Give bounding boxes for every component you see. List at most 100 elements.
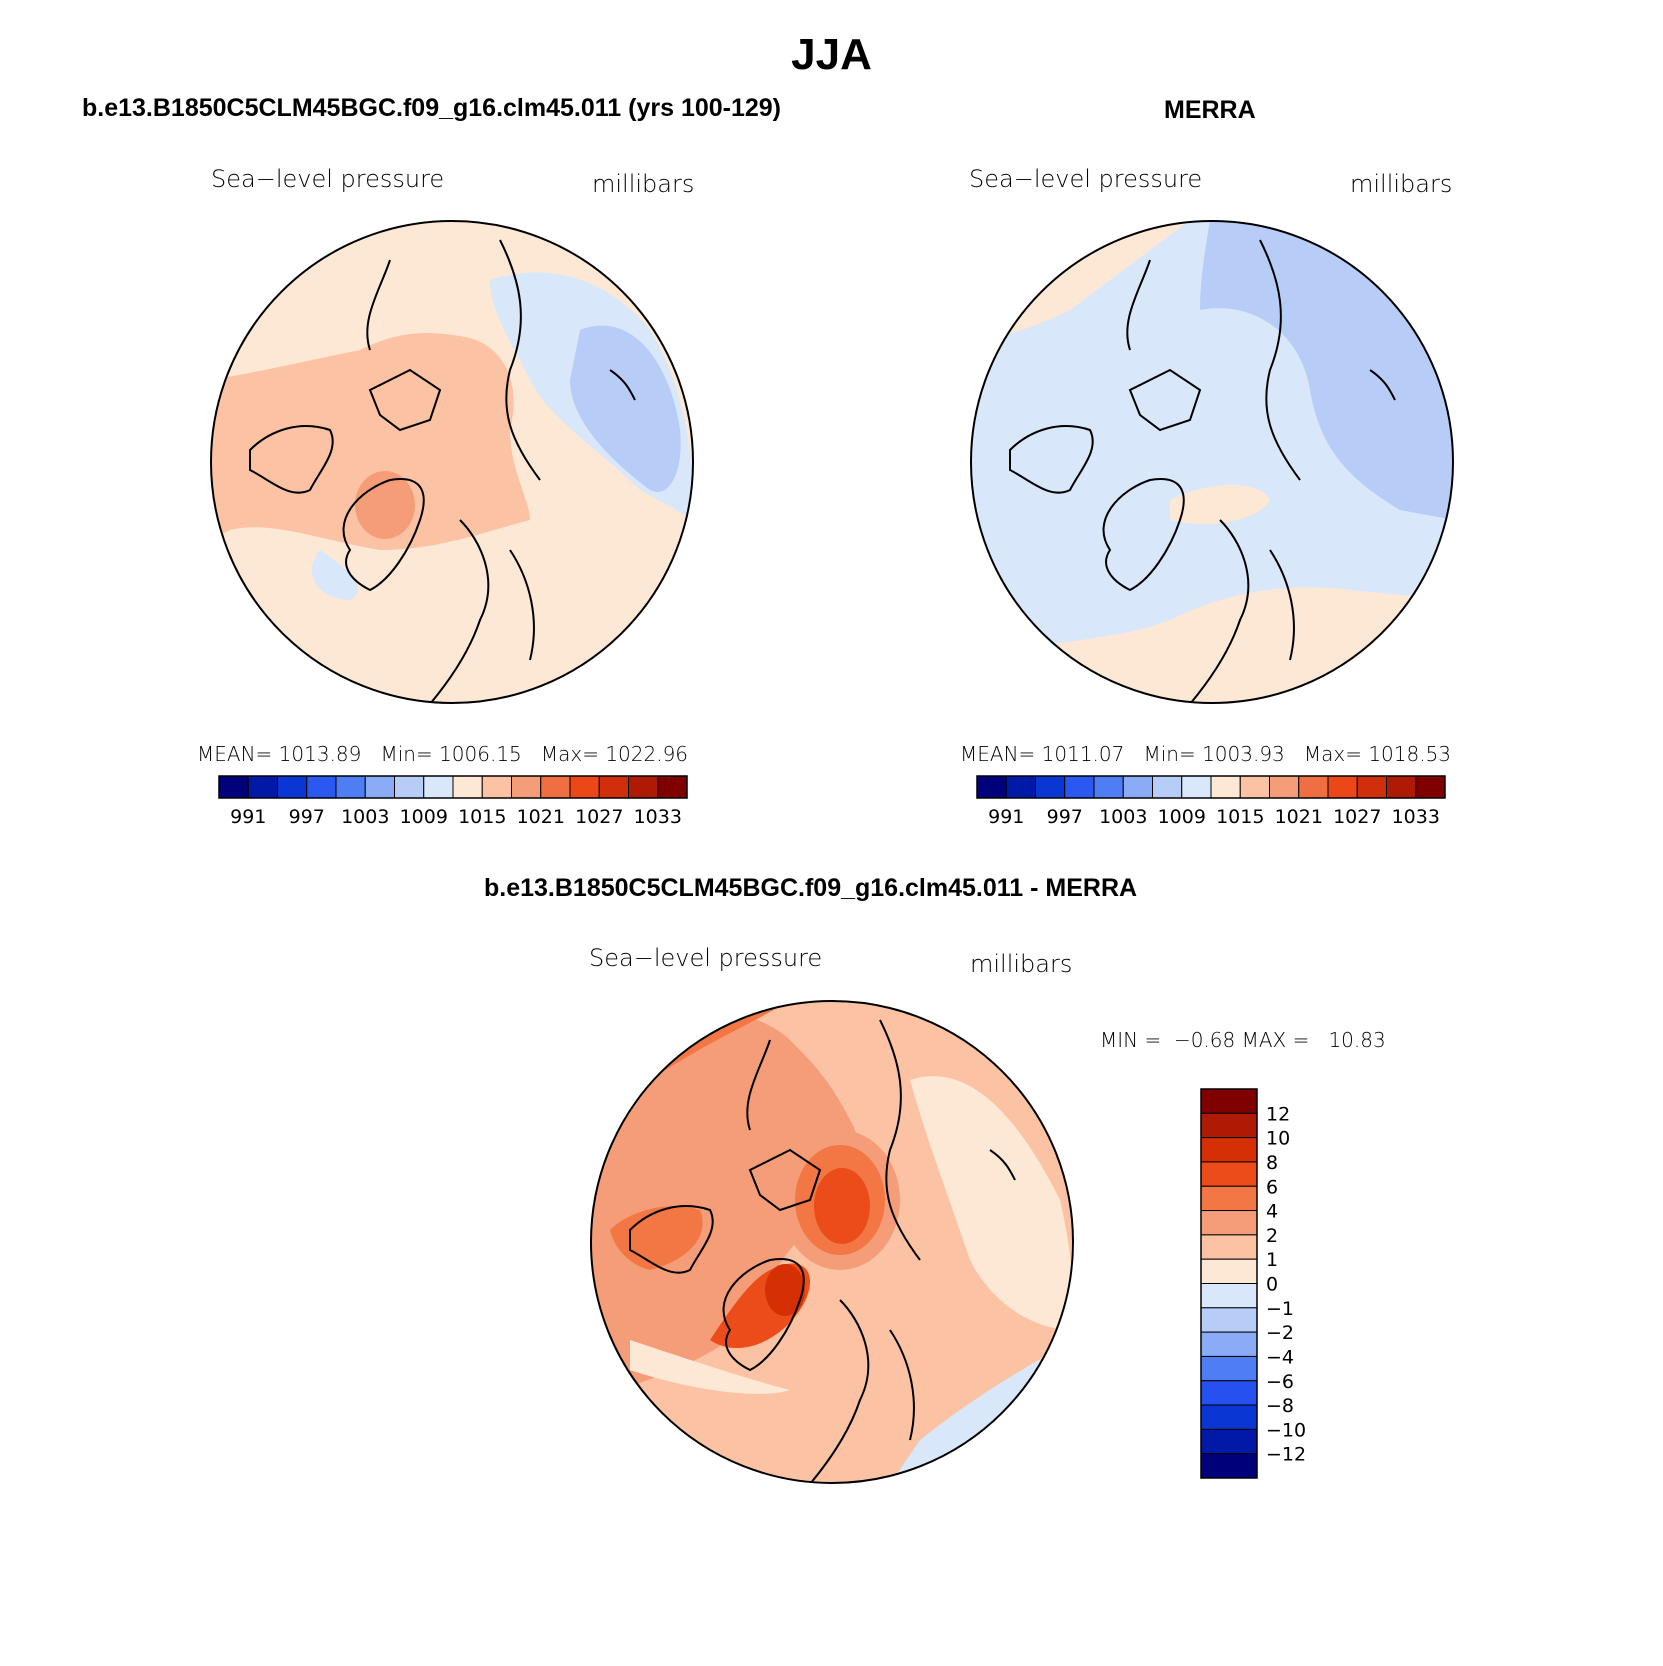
diff-colorbar-label: −4 — [1266, 1346, 1294, 1368]
diff-colorbar-swatch — [1200, 1355, 1258, 1382]
obs-polar-map — [970, 220, 1454, 704]
diff-colorbar-swatch — [1200, 1210, 1258, 1236]
model-colorbar-label: 1033 — [634, 806, 682, 828]
obs-colorbar-swatch — [1239, 775, 1270, 799]
model-map-border — [210, 220, 694, 704]
model-colorbar-label: 1009 — [400, 806, 448, 828]
model-colorbar-swatch — [394, 775, 425, 799]
model-colorbar-swatch — [598, 775, 629, 799]
model-max-value: 1022.96 — [605, 742, 689, 766]
diff-colorbar-label: −10 — [1266, 1419, 1306, 1441]
model-panel-title: b.e13.B1850C5CLM45BGC.f09_g16.clm45.011 … — [82, 94, 782, 122]
diff-minmax: MIN = −0.68 MAX = 10.83 — [1100, 1028, 1386, 1052]
obs-mean-value: 1011.07 — [1041, 742, 1125, 766]
diff-min-value: −0.68 — [1173, 1028, 1236, 1052]
model-colorbar-swatch — [247, 775, 278, 799]
model-colorbar-swatch — [569, 775, 600, 799]
obs-colorbar-swatch — [1386, 775, 1417, 799]
diff-colorbar-swatch — [1200, 1088, 1258, 1114]
obs-colorbar-swatch — [1122, 775, 1153, 799]
obs-colorbar-swatch — [1181, 775, 1212, 799]
obs-colorbar-label: 1015 — [1216, 806, 1264, 828]
model-colorbar-swatch — [657, 775, 688, 799]
obs-colorbar-label: 1027 — [1333, 806, 1381, 828]
obs-colorbar-swatch — [1064, 775, 1095, 799]
model-variable-label: Sea−level pressure — [211, 165, 445, 193]
obs-colorbar-swatch — [1152, 775, 1183, 799]
diff-colorbar-swatch — [1200, 1404, 1258, 1430]
model-colorbar-swatch — [423, 775, 454, 799]
model-contour-arctic-high — [211, 333, 530, 550]
obs-panel-title: MERRA — [1164, 96, 1256, 124]
diff-colorbar-swatch — [1200, 1428, 1258, 1455]
obs-colorbar-frame — [976, 775, 1446, 799]
obs-units-label: millibars — [1350, 170, 1453, 198]
obs-colorbar-label: 997 — [1047, 806, 1083, 828]
diff-colorbar-label: 0 — [1266, 1274, 1278, 1296]
model-colorbar-swatch — [628, 775, 659, 799]
obs-colorbar-label: 1003 — [1099, 806, 1147, 828]
diff-colorbar-swatch — [1200, 1283, 1258, 1309]
diff-colorbar-swatch — [1200, 1137, 1258, 1163]
diff-colorbar-label: −2 — [1266, 1322, 1294, 1344]
diff-colorbar-swatch — [1200, 1258, 1258, 1284]
model-colorbar-swatch — [277, 775, 308, 799]
model-min-value: 1006.15 — [439, 742, 522, 766]
diff-max-value: 10.83 — [1328, 1028, 1386, 1052]
model-colorbar-swatch — [452, 775, 483, 799]
figure-title: JJA — [791, 30, 872, 79]
diff-contour-canada-high — [610, 1206, 703, 1270]
obs-colorbar-swatch — [1210, 775, 1241, 799]
diff-colorbar-label: 12 — [1266, 1103, 1290, 1125]
obs-colorbar-swatch — [976, 775, 1007, 799]
diff-colorbar-label: 8 — [1266, 1152, 1278, 1174]
diff-colorbar-label: −1 — [1266, 1298, 1294, 1320]
obs-max-value: 1018.53 — [1368, 742, 1452, 766]
obs-contour-europe-high — [1170, 485, 1270, 524]
obs-coastlines — [1009, 239, 1396, 703]
obs-colorbar-swatch — [1269, 775, 1300, 799]
obs-colorbar-swatch — [1093, 775, 1124, 799]
obs-colorbar-swatch — [1298, 775, 1329, 799]
diff-colorbar-label: −6 — [1266, 1371, 1294, 1393]
model-stats: MEAN= 1013.89 Min= 1006.15 Max= 1022.96 — [197, 742, 689, 766]
diff-colorbar-label: −12 — [1266, 1444, 1306, 1466]
obs-variable-label: Sea−level pressure — [969, 165, 1203, 193]
obs-stats: MEAN= 1011.07 Min= 1003.93 Max= 1018.53 — [960, 742, 1452, 766]
diff-colorbar-label: 2 — [1266, 1225, 1278, 1247]
diff-colorbar-label: 10 — [1266, 1128, 1290, 1150]
diff-panel-title: b.e13.B1850C5CLM45BGC.f09_g16.clm45.011 … — [484, 874, 1138, 902]
obs-colorbar-label: 1021 — [1275, 806, 1323, 828]
diff-colorbar-swatch — [1200, 1380, 1258, 1406]
diff-contour-west — [591, 1001, 858, 1400]
obs-colorbar-swatch — [1356, 775, 1387, 799]
model-coastlines — [249, 239, 636, 703]
model-polar-map — [210, 220, 694, 704]
diff-colorbar-swatch — [1200, 1331, 1258, 1357]
obs-colorbar-swatch — [1415, 775, 1446, 799]
model-colorbar-label: 997 — [289, 806, 325, 828]
diff-contour-iceland-small — [630, 1340, 790, 1394]
diff-colorbar-swatch — [1200, 1185, 1258, 1212]
diff-map-border — [590, 1000, 1074, 1484]
diff-colorbar-swatch — [1200, 1161, 1258, 1187]
model-colorbar-frame — [218, 775, 688, 799]
model-colorbar-swatch — [306, 775, 337, 799]
model-colorbar-label: 991 — [230, 806, 266, 828]
model-colorbar-label: 1021 — [517, 806, 565, 828]
diff-contour-pole-peak — [814, 1168, 870, 1244]
obs-colorbar-label: 1009 — [1158, 806, 1206, 828]
model-colorbar-swatch — [335, 775, 366, 799]
model-colorbar-swatch — [540, 775, 571, 799]
model-colorbar-swatch — [364, 775, 395, 799]
diff-colorbar-swatch — [1200, 1112, 1258, 1139]
model-contour-greenland-high — [355, 471, 415, 539]
obs-colorbar-label: 991 — [988, 806, 1024, 828]
diff-colorbar-swatch — [1200, 1234, 1258, 1260]
diff-variable-label: Sea−level pressure — [589, 944, 823, 972]
diff-colorbar-frame — [1200, 1088, 1258, 1479]
obs-colorbar-swatch — [1327, 775, 1358, 799]
model-contour-pacific-lower — [570, 325, 681, 492]
model-colorbar-label: 1027 — [575, 806, 623, 828]
